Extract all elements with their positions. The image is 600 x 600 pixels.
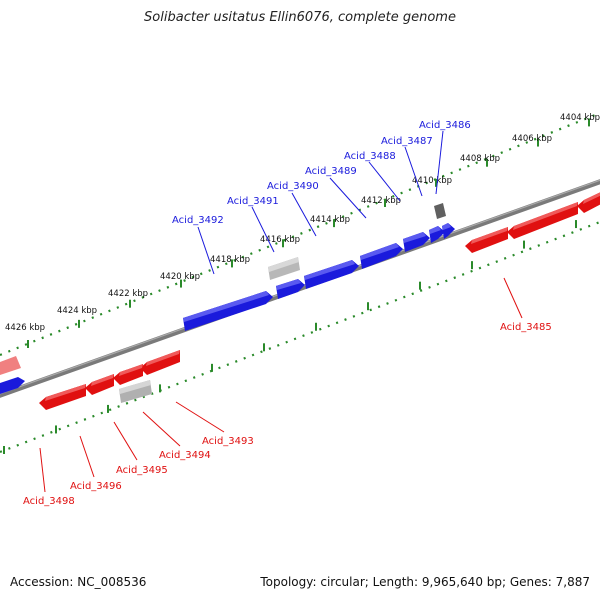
scale-tick-label: 4408 kbp [460,154,500,164]
gene-leader-line [79,435,95,478]
reverse-gene [577,192,600,213]
scale-tick-label: 4426 kbp [5,323,45,333]
gene-leader-line [175,401,225,433]
gene-leader-line [435,130,444,195]
forward-gene [360,243,403,269]
gene-label: Acid_3488 [344,151,396,162]
gene-label: Acid_3493 [202,436,254,447]
gene-label: Acid_3495 [116,465,168,476]
gene-leader-line [142,411,181,447]
scale-tick-label: 4422 kbp [108,289,148,299]
forward-gene [183,291,273,331]
gene-label: Acid_3496 [70,481,122,492]
forward-gene [0,377,25,394]
gene-leader-line [291,192,317,237]
scale-tick-label: 4424 kbp [57,306,97,316]
scale-tick-label: 4414 kbp [310,215,350,225]
map-title: Solibacter usitatus Ellin6076, complete … [144,10,456,25]
gene-label: Acid_3485 [500,322,552,333]
scale-tick-label: 4420 kbp [160,272,200,282]
forward-gene [304,260,359,289]
gene-label: Acid_3489 [305,166,357,177]
gene-leader-line [503,277,523,319]
scale-tick-label: 4406 kbp [512,134,552,144]
gene-leader-line [39,447,46,493]
gene-leader-line [368,161,401,202]
gene-leader-line [197,226,215,275]
scale-tick-label: 4412 kbp [361,196,401,206]
gene-label: Acid_3487 [381,136,433,147]
gene-leader-line [329,177,367,219]
scale-tick-label: 4418 kbp [210,255,250,265]
gene-label: Acid_3498 [23,496,75,507]
small-dark-gene [434,203,446,219]
gene-label: Acid_3494 [159,450,211,461]
scale-tick-label: 4416 kbp [260,235,300,245]
gene-label: Acid_3486 [419,120,471,131]
gene-leader-line [251,206,275,253]
scale-tick-label: 4410 kbp [412,176,452,186]
accession-text: Accession: NC_008536 [10,575,147,589]
gene-leader-line [404,146,423,197]
genome-stats-text: Topology: circular; Length: 9,965,640 bp… [260,575,590,589]
gene-label: Acid_3490 [267,181,319,192]
inner-scale-track [0,220,600,454]
gene-label: Acid_3491 [227,196,279,207]
gene-leader-line [113,421,138,461]
reverse-gene [0,356,21,375]
gene-label: Acid_3492 [172,215,224,226]
scale-tick-label: 4404 kbp [560,113,600,123]
